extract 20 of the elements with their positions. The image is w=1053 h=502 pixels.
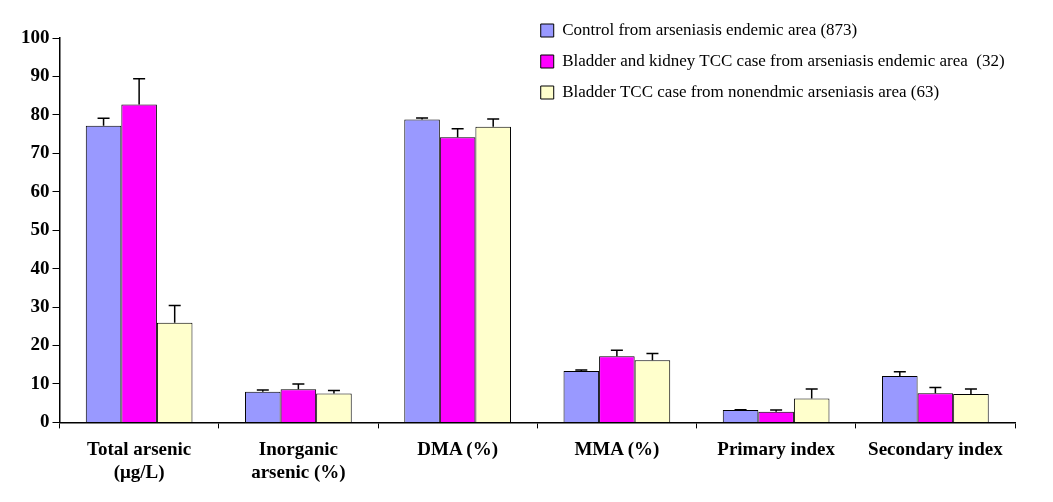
y-tick-label: 50 <box>30 218 50 240</box>
y-tick-label: 0 <box>40 410 50 432</box>
x-tick-label: Total arsenic (μg/L) <box>86 437 192 483</box>
y-tick-label: 30 <box>30 294 50 316</box>
y-tick-label: 80 <box>30 102 50 124</box>
y-tick-label: 90 <box>30 64 50 86</box>
x-tick-label: Secondary index <box>868 437 1004 459</box>
x-tick-label: Inorganic arsenic (%) <box>251 437 346 483</box>
y-tick-label: 10 <box>30 371 50 393</box>
x-tick-label: MMA (%) <box>574 437 660 460</box>
x-tick-label: DMA (%) <box>417 437 498 460</box>
x-tick-label: Primary index <box>717 437 836 459</box>
y-tick-label: 60 <box>30 179 50 201</box>
y-tick-label: 100 <box>21 25 50 47</box>
y-tick-label: 40 <box>30 256 50 278</box>
y-tick-label: 20 <box>30 333 50 355</box>
legend-label: Bladder TCC case from nonendmic arseniasis area (63) <box>562 81 940 101</box>
legend-label: Bladder and kidney TCC case from arseniasis endemic area (32) <box>562 50 1005 70</box>
legend-label: Control from arseniasis endemic area (873) <box>562 19 858 39</box>
y-tick-label: 70 <box>30 141 50 163</box>
